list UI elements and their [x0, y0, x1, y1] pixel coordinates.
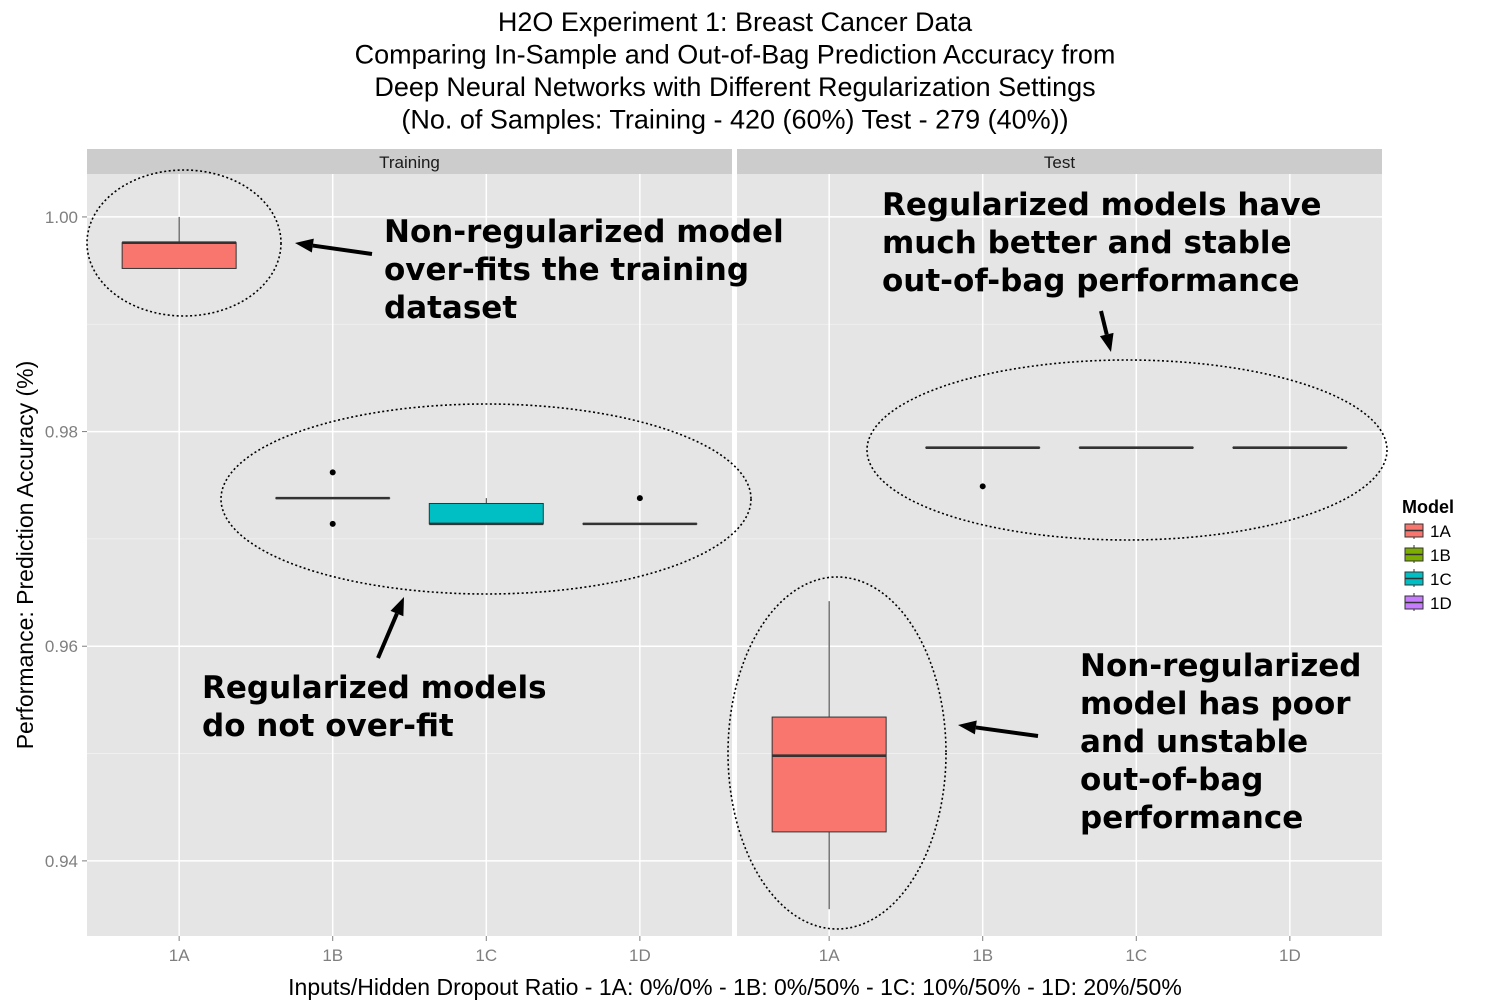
chart-title-line: Comparing In-Sample and Out-of-Bag Predi…	[355, 40, 1116, 70]
arrow-to-test-regularized	[1099, 310, 1114, 352]
annotation-line: over-fits the training	[384, 252, 749, 288]
y-tick-label: 1.00	[45, 208, 78, 227]
chart-title-line: H2O Experiment 1: Breast Cancer Data	[498, 7, 973, 37]
box-iqr	[428, 502, 544, 525]
x-axis-title: Inputs/Hidden Dropout Ratio - 1A: 0%/0% …	[288, 974, 1182, 1000]
boxplot-1c	[428, 498, 544, 526]
facet-label: Test	[1044, 153, 1075, 172]
arrow-shaft	[1099, 310, 1109, 335]
outlier-point	[329, 520, 336, 527]
annotation-line: and unstable	[1080, 724, 1308, 760]
annotation-line: performance	[1080, 800, 1303, 836]
y-tick-label: 0.98	[45, 423, 78, 442]
legend-key-1d	[1404, 593, 1424, 611]
outlier-point	[329, 469, 336, 476]
legend-label: 1C	[1430, 570, 1452, 589]
legend-key-1b	[1404, 545, 1424, 563]
legend-title: Model	[1402, 497, 1454, 517]
annotation-line: out-of-bag performance	[882, 263, 1300, 299]
annotation-line: Non-regularized	[1080, 648, 1361, 684]
annotation-line: Non-regularized model	[384, 214, 784, 250]
x-tick-label: 1D	[629, 946, 651, 965]
y-axis: 0.94 0.96 0.98 1.00	[45, 208, 87, 871]
arrow-head	[295, 238, 314, 253]
outlier-point	[636, 495, 643, 502]
y-tick-label: 0.96	[45, 637, 78, 656]
legend-key-1a	[1404, 521, 1424, 539]
outlier-point	[979, 483, 986, 490]
arrow-shaft	[376, 612, 399, 659]
facet-label: Training	[379, 153, 440, 172]
legend-label: 1D	[1430, 594, 1452, 613]
x-tick-label: 1C	[1125, 946, 1147, 965]
x-tick-label: 1D	[1279, 946, 1301, 965]
boxplot-1b	[275, 469, 391, 527]
boxplot-1d	[582, 495, 698, 526]
legend-label: 1A	[1430, 522, 1451, 541]
x-tick-label: 1A	[169, 946, 190, 965]
facet-training: Training 1A 1B 1C 1D	[87, 149, 732, 965]
facet-strip	[87, 149, 732, 174]
arrow-to-training-regularized	[376, 597, 404, 659]
legend-label: 1B	[1430, 546, 1451, 565]
boxplot-1a	[121, 216, 237, 269]
arrow-head	[390, 597, 404, 617]
legend-key-1c	[1404, 569, 1424, 587]
box-iqr	[121, 242, 237, 269]
y-axis-title: Performance: Prediction Accuracy (%)	[12, 361, 38, 750]
facet-test: Test 1A 1B 1C 1D	[737, 149, 1382, 965]
annotation-line: Regularized models have	[882, 187, 1322, 223]
arrow-to-test-1a	[958, 720, 1039, 738]
boxplot-1b	[925, 446, 1041, 490]
legend: Model 1A 1B 1C 1D	[1402, 497, 1454, 613]
x-tick-label: 1B	[322, 946, 343, 965]
arrow-shaft	[312, 243, 373, 256]
test-regularized-ellipse	[866, 359, 1388, 541]
arrow-shaft	[975, 725, 1039, 738]
boxplot-1a	[771, 601, 887, 910]
chart-title-line: Deep Neural Networks with Different Regu…	[374, 72, 1095, 102]
annotation-line: Regularized models	[202, 670, 547, 706]
arrow-to-training-1a	[295, 238, 373, 256]
training-1a-ellipse	[86, 169, 282, 317]
box-iqr	[771, 716, 887, 833]
arrow-head	[1099, 332, 1114, 352]
chart-title: H2O Experiment 1: Breast Cancer DataComp…	[355, 7, 1116, 135]
y-tick-label: 0.94	[45, 852, 78, 871]
panel-background	[87, 174, 732, 936]
x-tick-label: 1C	[475, 946, 497, 965]
training-regularized-ellipse	[220, 403, 752, 595]
annotation-line: much better and stable	[882, 225, 1292, 261]
x-tick-label: 1A	[819, 946, 840, 965]
arrow-head	[958, 720, 977, 735]
annotation-line: out-of-bag	[1080, 762, 1263, 798]
annotation-line: model has poor	[1080, 686, 1351, 722]
facet-strip	[737, 149, 1382, 174]
test-1a-ellipse	[727, 576, 947, 930]
annotation-line: dataset	[384, 290, 517, 326]
chart-title-line: (No. of Samples: Training - 420 (60%) Te…	[401, 105, 1068, 135]
annotation-line: do not over-fit	[202, 708, 454, 744]
x-tick-label: 1B	[972, 946, 993, 965]
